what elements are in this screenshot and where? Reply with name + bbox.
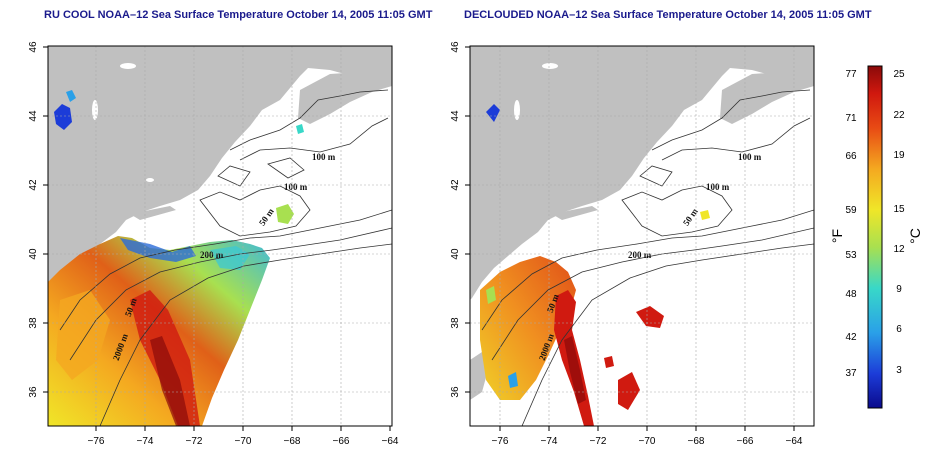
right-frame [469,45,815,427]
colorbar-c-tick: 6 [896,324,902,335]
right-map: 100 m 100 m 50 m 200 m 50 m 2000 m [470,46,814,426]
left-grid [48,46,392,426]
colorbar-f-tick: 59 [845,205,857,216]
colorbar-c-tick: 19 [893,150,905,161]
colorbar-c-label: °C [907,228,923,244]
right-lat-tick: 36 [450,386,461,398]
colorbar-c-tick: 15 [893,204,905,215]
right-panel-title: DECLOUDED NOAA–12 Sea Surface Temperatur… [464,9,872,21]
left-lon-tick: −76 [88,436,105,447]
right-lon-tick: −70 [639,436,656,447]
right-lat-tick: 38 [450,317,461,329]
left-land [48,46,392,300]
right-contour-label-200: 200 m [628,250,652,260]
colorbar-f-tick: 53 [845,250,857,261]
colorbar: 77 71 66 59 53 48 42 37 25 22 19 15 12 9… [829,65,923,409]
right-lat-tick: 44 [450,110,461,122]
colorbar-c-tick: 9 [896,284,902,295]
colorbar-c-tick: 12 [893,244,905,255]
left-lat-tick: 38 [28,317,39,329]
left-lat-tick: 46 [28,41,39,53]
left-contour-label-100b: 100 m [284,182,308,192]
right-lon-tick: −68 [688,436,705,447]
colorbar-f-tick: 42 [845,332,857,343]
right-contour-label-100b: 100 m [706,182,730,192]
colorbar-f-tick: 66 [845,151,857,162]
colorbar-f-tick: 37 [845,368,857,379]
left-contour-label-200: 200 m [200,250,224,260]
left-map: 100 m 100 m 50 m 200 m 50 m 2000 m [48,46,392,426]
colorbar-c-tick: 3 [896,365,902,376]
left-lat-tick: 36 [28,386,39,398]
left-lat-tick: 44 [28,110,39,122]
left-lon-tick: −72 [186,436,203,447]
right-lon-tick: −72 [590,436,607,447]
left-contour-label-100a: 100 m [312,152,336,162]
colorbar-c-tick: 25 [893,69,905,80]
right-lon-tick: −64 [786,436,803,447]
left-lon-tick: −68 [284,436,301,447]
colorbar-f-tick: 77 [845,69,857,80]
colorbar-f-label: °F [829,229,845,243]
left-lon-tick: −66 [333,436,350,447]
colorbar-f-tick: 48 [845,289,857,300]
left-lon-tick: −64 [382,436,399,447]
right-lon-tick: −76 [492,436,509,447]
right-lat-tick: 42 [450,179,461,191]
right-contour-label-100a: 100 m [738,152,762,162]
right-lon-tick: −66 [737,436,754,447]
right-grid [470,46,814,426]
left-lon-tick: −70 [235,436,252,447]
right-lat-tick: 40 [450,248,461,260]
colorbar-c-tick: 22 [893,110,905,121]
left-frame [47,45,393,427]
left-lat-tick: 42 [28,179,39,191]
right-land [470,46,814,300]
colorbar-gradient [867,65,883,409]
right-contour-label-50a: 50 m [681,206,700,228]
right-sst-swath [480,256,576,400]
right-lat-tick: 46 [450,41,461,53]
left-lon-tick: −74 [137,436,154,447]
left-contours [59,89,392,426]
left-lat-tick: 40 [28,248,39,260]
left-contour-label-50a: 50 m [257,206,276,228]
left-panel-title: RU COOL NOAA–12 Sea Surface Temperature … [44,9,433,21]
colorbar-f-tick: 71 [845,113,857,124]
right-lon-tick: −74 [541,436,558,447]
